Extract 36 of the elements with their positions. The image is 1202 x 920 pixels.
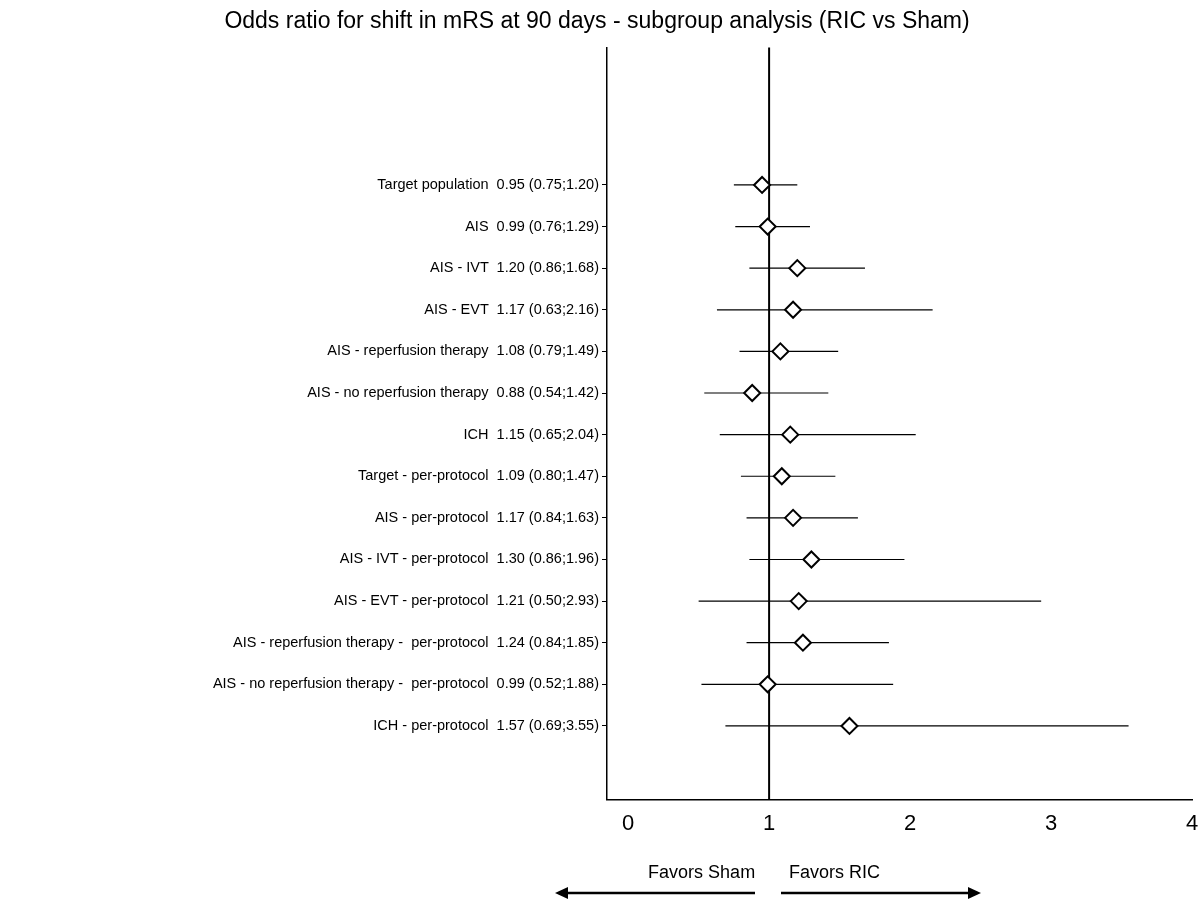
y-tick-label: AIS - EVT 1.17 (0.63;2.16) [424, 300, 599, 317]
text: Favors Sham [648, 861, 756, 883]
point [788, 259, 807, 278]
x-tick-label: 3 [1044, 809, 1058, 835]
x-tick-label: 1 [762, 809, 776, 835]
y-tick-label: AIS - IVT 1.20 (0.86;1.68) [430, 259, 599, 276]
point [793, 633, 812, 652]
point [772, 467, 791, 486]
chart-title: Odds ratio for shift in mRS at 90 days - subgroup analysis (RIC vs Sham) [224, 7, 970, 34]
y-tick-label: ICH - per-protocol 1.57 (0.69;3.55) [373, 716, 599, 733]
y-tick-label: ICH 1.15 (0.65;2.04) [463, 425, 599, 442]
y-tick-label: Target - per-protocol 1.09 (0.80;1.47) [358, 467, 599, 484]
text: Favors RIC [789, 861, 881, 883]
point [789, 592, 808, 611]
point [840, 716, 859, 735]
point [781, 425, 800, 444]
x-tick-label: 4 [1185, 809, 1199, 835]
point [758, 217, 777, 236]
y-tick-label: AIS - reperfusion therapy - per-protocol 1.24 (0.84;1.85) [233, 633, 599, 650]
point [784, 300, 803, 319]
y-tick-label: AIS - IVT - per-protocol 1.30 (0.86;1.96) [339, 550, 599, 567]
point [771, 342, 790, 361]
point [758, 675, 777, 694]
x-tick-label: 2 [903, 809, 917, 835]
y-tick-label: AIS - EVT - per-protocol 1.21 (0.50;2.93) [334, 592, 599, 609]
y-tick-label: AIS - no reperfusion therapy - per-protocol 0.99 (0.52;1.88) [212, 675, 599, 692]
y-tick-label: Target population 0.95 (0.75;1.20) [377, 175, 599, 192]
x-tick-label: 0 [622, 809, 635, 835]
point [743, 384, 762, 403]
point [753, 175, 772, 194]
point [784, 508, 803, 527]
point [802, 550, 821, 569]
y-tick-label: AIS 0.99 (0.76;1.29) [465, 217, 599, 234]
y-tick-label: AIS - no reperfusion therapy 0.88 (0.54;1.42) [307, 384, 599, 401]
y-tick-label: AIS - reperfusion therapy 1.08 (0.79;1.49) [327, 342, 599, 359]
y-tick-label: AIS - per-protocol 1.17 (0.84;1.63) [374, 508, 599, 525]
